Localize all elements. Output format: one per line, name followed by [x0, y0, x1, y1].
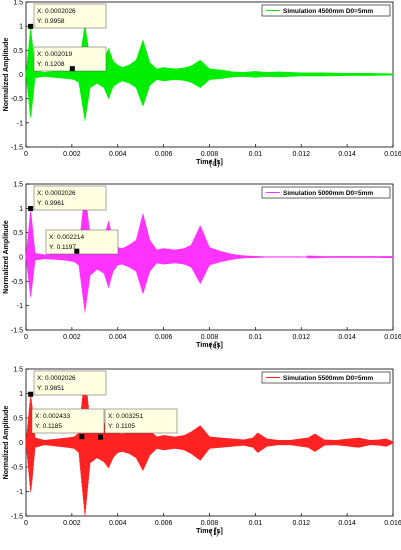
y-tick-label: 1.5	[13, 182, 23, 189]
datatip-x-label: X: 0.0002026	[37, 8, 76, 15]
datatip-y-label: Y: 0.1208	[37, 61, 65, 68]
x-tick-label: 0.008	[201, 334, 219, 341]
datatip-marker	[69, 66, 75, 72]
x-axis-label: Time [s]	[196, 528, 223, 535]
x-tick-label: 0.006	[155, 151, 173, 158]
x-tick-label: 0.012	[292, 334, 310, 341]
datatip-y-label: Y: 0.1197	[49, 244, 76, 251]
datatip-box	[31, 408, 105, 434]
y-tick-label: 0.5	[13, 230, 23, 237]
legend-box	[261, 186, 391, 199]
x-tick-label: 0.016	[384, 151, 401, 158]
y-tick-label: -0.5	[11, 465, 23, 472]
x-axis-label: Time [s]	[196, 159, 223, 166]
chart-panel: -1.5 -1 -0.5 0 0.5 1 1.5 0 0.002 0.004 0.006 0.008 0…	[3, 182, 401, 351]
x-tick-label: 0.012	[292, 520, 310, 527]
y-tick-label: 1	[19, 24, 23, 31]
x-tick-label: 0.016	[384, 520, 401, 527]
y-tick-label: 1.5	[13, 0, 23, 7]
x-tick-label: 0.002	[63, 520, 81, 527]
datatip-marker	[28, 391, 34, 397]
x-tick-label: 0	[24, 520, 28, 527]
x-tick-label: 0.004	[109, 334, 127, 341]
datatip-marker	[74, 248, 80, 254]
y-tick-label: 0.5	[13, 416, 23, 423]
x-axis-label: Time [s]	[196, 342, 223, 349]
datatip-marker	[28, 23, 34, 29]
signal-series-line	[25, 24, 394, 122]
y-tick-label: -0.5	[11, 96, 23, 103]
legend-label: Simulation 5000mm D0=5mm	[283, 190, 373, 197]
y-axis-label: Normalized Amplitude	[3, 406, 10, 480]
y-tick-label: -1.5	[11, 328, 23, 335]
x-tick-label: 0.006	[155, 334, 173, 341]
y-tick-label: 0.5	[13, 48, 23, 55]
x-tick-label: 0.016	[384, 334, 401, 341]
x-tick-label: 0.014	[338, 151, 356, 158]
datatip-box	[33, 370, 107, 396]
datatip-y-label: Y: 0.9961	[37, 200, 65, 207]
datatip-y-label: Y: 0.9851	[37, 385, 65, 392]
y-tick-label: -1	[17, 120, 23, 127]
y-tick-label: 1	[19, 391, 23, 398]
x-tick-label: 0.008	[201, 520, 219, 527]
chart-panel: -1.5 -1 -0.5 0 0.5 1 1.5 0 0.002 0.004 0.006 0.008 0…	[3, 367, 401, 538]
y-tick-label: -1	[17, 489, 23, 496]
y-tick-label: 0	[19, 255, 23, 262]
datatip-box	[45, 229, 119, 255]
x-tick-label: 0	[24, 334, 28, 341]
datatip-y-label: Y: 0.9958	[37, 18, 65, 25]
datatip-marker	[79, 434, 85, 440]
y-tick-label: 0	[19, 72, 23, 79]
datatip-y-label: Y: 0.1185	[35, 423, 62, 430]
datatip-x-label: X: 0.0002026	[37, 375, 76, 382]
x-tick-label: 0.01	[249, 334, 263, 341]
datatip-x-label: X: 0.003251	[108, 413, 143, 420]
x-tick-label: 0.014	[338, 334, 356, 341]
x-tick-label: 0.002	[63, 334, 81, 341]
y-tick-label: -1	[17, 303, 23, 310]
panel-caption: (d)	[209, 158, 220, 168]
legend-label: Simulation 5500mm D0=5mm	[283, 375, 373, 382]
datatip-x-label: X: 0.002019	[37, 51, 72, 58]
x-tick-label: 0.002	[63, 151, 81, 158]
x-tick-label: 0.008	[201, 151, 219, 158]
datatip-box	[33, 185, 107, 211]
datatip-x-label: X: 0.0002026	[37, 190, 76, 197]
datatip-x-label: X: 0.002433	[35, 413, 70, 420]
x-tick-label: 0.014	[338, 520, 356, 527]
y-axis-label: Normalized Amplitude	[3, 38, 10, 112]
x-tick-label: 0.01	[249, 151, 263, 158]
panel-caption: (f)	[210, 527, 219, 537]
x-tick-label: 0.01	[249, 520, 263, 527]
x-tick-label: 0.004	[109, 151, 127, 158]
chart-panel: -1.5 -1 -0.5 0 0.5 1 1.5 0 0.002 0.004 0.006 0.008 0…	[3, 0, 401, 168]
datatip-marker	[98, 434, 104, 440]
datatip-x-label: X: 0.002214	[49, 234, 84, 241]
x-tick-label: 0.006	[155, 520, 173, 527]
y-axis-label: Normalized Amplitude	[3, 220, 10, 294]
datatip-box	[104, 408, 178, 434]
x-tick-label: 0.004	[109, 520, 127, 527]
panel-caption: (e)	[210, 340, 220, 350]
y-tick-label: -0.5	[11, 279, 23, 286]
legend-box	[261, 4, 391, 17]
datatip-box	[33, 3, 107, 29]
datatip-y-label: Y: 0.1105	[108, 423, 135, 430]
y-tick-label: 1	[19, 206, 23, 213]
y-tick-label: 0	[19, 440, 23, 447]
y-tick-label: -1.5	[11, 514, 23, 521]
y-tick-label: 1.5	[13, 367, 23, 374]
x-tick-label: 0	[24, 151, 28, 158]
x-tick-label: 0.012	[292, 151, 310, 158]
y-tick-label: -1.5	[11, 145, 23, 152]
legend-box	[261, 371, 391, 384]
legend-label: Simulation 4500mm D0=5mm	[283, 8, 373, 15]
datatip-marker	[28, 206, 34, 212]
